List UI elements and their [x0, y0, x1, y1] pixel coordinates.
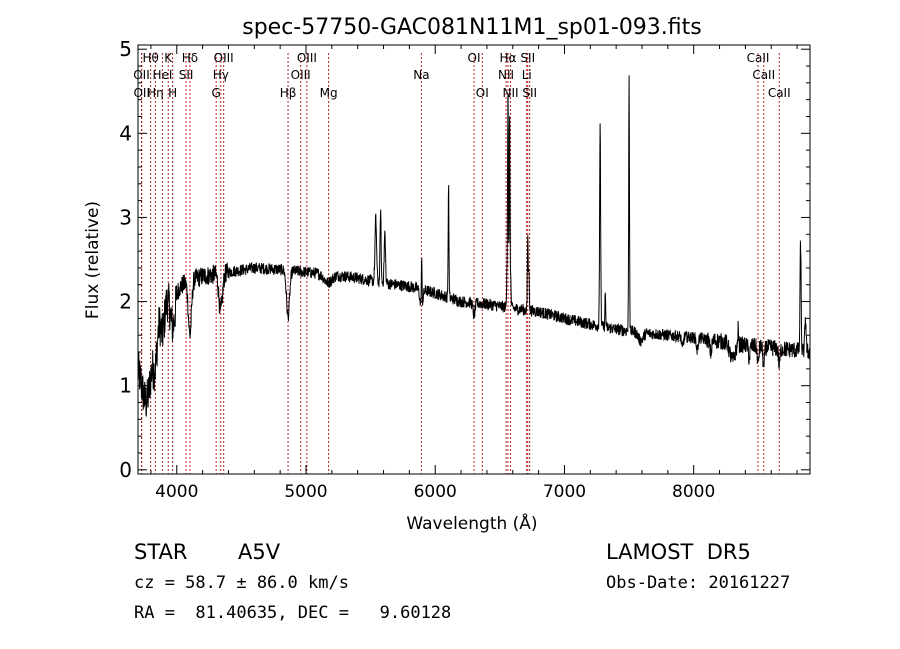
obs-date: Obs-Date: 20161227: [606, 573, 791, 593]
y-tick-label: 2: [119, 290, 132, 314]
line-marker-label: Li: [522, 68, 532, 82]
x-tick-label: 5000: [284, 482, 327, 502]
line-marker-label: OIII: [214, 51, 234, 65]
redshift-readout: cz = 58.7 ± 86.0 km/s: [134, 573, 349, 593]
x-tick-label: 8000: [672, 482, 715, 502]
plot-frame: [137, 44, 811, 475]
line-marker-label: K: [164, 51, 173, 65]
line-marker-label: CaII: [768, 86, 791, 100]
line-marker-label: CaII: [747, 51, 770, 65]
line-marker-label: Hα: [500, 51, 517, 65]
line-marker-label: NII: [498, 68, 514, 82]
line-marker-label: OI: [468, 51, 481, 65]
line-marker-label: SII: [522, 86, 537, 100]
x-tick-label: 4000: [155, 482, 198, 502]
spectrum-line: [137, 75, 811, 418]
line-marker-label: Hδ: [182, 51, 198, 65]
line-marker-label: Na: [413, 68, 429, 82]
coordinates: RA = 81.40635, DEC = 9.60128: [134, 603, 452, 623]
chart-title: spec-57750-GAC081N11M1_sp01-093.fits: [242, 15, 702, 40]
x-axis-label: Wavelength (Å): [406, 512, 537, 534]
y-tick-label: 4: [119, 121, 132, 145]
line-markers: [140, 53, 780, 474]
y-axis: 0 1 2 3 4 5: [119, 37, 810, 482]
y-tick-label: 5: [119, 37, 132, 61]
line-marker-label: Hη: [147, 86, 164, 100]
line-marker-label: CaII: [752, 68, 775, 82]
line-marker-label: OII: [133, 68, 150, 82]
y-tick-label: 0: [119, 458, 132, 482]
line-marker-label: G: [212, 86, 221, 100]
line-marker-label: OIII: [291, 68, 311, 82]
line-marker-label: Hθ: [142, 51, 158, 65]
line-marker-label: H: [168, 86, 177, 100]
object-class: STAR: [134, 540, 188, 564]
line-marker-label: HeI: [152, 68, 172, 82]
object-subclass: A5V: [238, 540, 281, 564]
x-tick-label: 6000: [414, 482, 457, 502]
line-marker-label: SII: [179, 68, 194, 82]
line-marker-label: Hβ: [280, 86, 297, 100]
y-tick-label: 3: [119, 205, 132, 229]
line-marker-label: SII: [520, 51, 535, 65]
line-marker-label: Hγ: [213, 68, 229, 82]
y-axis-label: Flux (relative): [83, 201, 103, 319]
x-axis: 4000 5000 6000 7000 8000: [150, 45, 798, 502]
line-marker-label: OIII: [297, 51, 317, 65]
line-marker-label: Mg: [320, 86, 338, 100]
line-marker-label: NII: [503, 86, 519, 100]
y-tick-label: 1: [119, 374, 132, 398]
x-tick-label: 7000: [543, 482, 586, 502]
survey-name: LAMOST DR5: [606, 540, 751, 564]
line-marker-label: OI: [476, 86, 489, 100]
